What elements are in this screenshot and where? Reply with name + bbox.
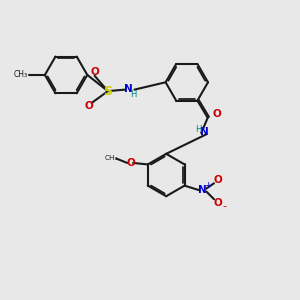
Text: O: O (126, 158, 135, 168)
Text: H: H (195, 125, 202, 134)
Text: H: H (130, 90, 137, 99)
Text: O: O (214, 175, 223, 185)
Text: CH₃: CH₃ (14, 70, 28, 80)
Text: O: O (85, 101, 94, 111)
Text: N: N (198, 185, 207, 195)
Text: -: - (223, 202, 227, 212)
Text: O: O (214, 198, 223, 208)
Text: O: O (213, 109, 221, 119)
Text: O: O (90, 67, 99, 77)
Text: CH₃: CH₃ (104, 155, 118, 161)
Text: N: N (200, 127, 208, 137)
Text: N: N (124, 84, 133, 94)
Text: S: S (103, 85, 112, 98)
Text: +: + (204, 181, 212, 190)
